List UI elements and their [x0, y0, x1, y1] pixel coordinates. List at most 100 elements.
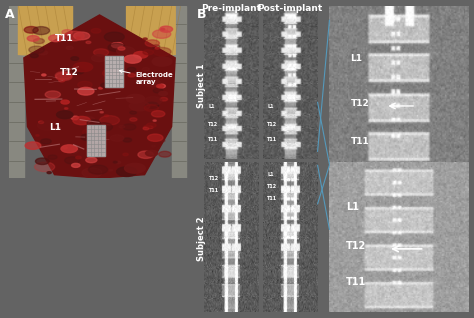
Ellipse shape [111, 42, 123, 48]
Text: L1: L1 [346, 202, 359, 212]
Ellipse shape [76, 156, 81, 159]
Ellipse shape [117, 167, 137, 176]
Ellipse shape [78, 87, 94, 95]
Ellipse shape [142, 68, 149, 71]
Bar [87, 125, 105, 156]
Ellipse shape [62, 30, 72, 35]
Ellipse shape [153, 88, 163, 93]
Ellipse shape [144, 125, 150, 129]
Ellipse shape [156, 85, 164, 88]
Ellipse shape [146, 123, 156, 128]
Ellipse shape [36, 158, 49, 164]
Bar [172, 6, 186, 178]
Ellipse shape [143, 127, 149, 130]
Ellipse shape [59, 79, 65, 82]
Ellipse shape [93, 49, 109, 56]
Ellipse shape [25, 142, 41, 149]
Text: Electrode
array: Electrode array [119, 70, 173, 85]
Text: T12: T12 [267, 122, 278, 127]
Ellipse shape [148, 126, 153, 128]
Text: L1: L1 [267, 172, 274, 176]
Ellipse shape [99, 87, 102, 89]
Text: L1: L1 [267, 104, 274, 109]
Ellipse shape [144, 97, 162, 105]
Ellipse shape [104, 32, 124, 42]
Text: T11: T11 [267, 137, 278, 142]
Ellipse shape [72, 163, 80, 167]
Ellipse shape [100, 111, 103, 113]
Ellipse shape [30, 54, 38, 58]
Text: Post-implant: Post-implant [257, 4, 323, 13]
Ellipse shape [71, 116, 79, 120]
Ellipse shape [138, 73, 144, 76]
Ellipse shape [123, 124, 136, 130]
Ellipse shape [82, 168, 102, 177]
Ellipse shape [73, 32, 90, 40]
Ellipse shape [153, 47, 171, 56]
Ellipse shape [36, 135, 39, 136]
Ellipse shape [27, 36, 39, 41]
Ellipse shape [138, 151, 154, 158]
Ellipse shape [63, 147, 67, 149]
Text: Subject 2: Subject 2 [197, 216, 206, 261]
Ellipse shape [130, 118, 137, 121]
Ellipse shape [29, 46, 45, 53]
Ellipse shape [73, 116, 91, 125]
Ellipse shape [117, 47, 135, 55]
Ellipse shape [91, 55, 106, 62]
Ellipse shape [130, 55, 139, 59]
Ellipse shape [160, 26, 173, 32]
Ellipse shape [33, 27, 50, 35]
Ellipse shape [134, 52, 148, 58]
Text: T12: T12 [350, 99, 369, 108]
Ellipse shape [123, 138, 132, 142]
Text: L1: L1 [49, 123, 61, 132]
Ellipse shape [152, 111, 165, 117]
Ellipse shape [45, 91, 61, 98]
Ellipse shape [86, 41, 91, 44]
Ellipse shape [123, 153, 128, 156]
Ellipse shape [91, 29, 101, 33]
Ellipse shape [159, 91, 167, 96]
Ellipse shape [161, 28, 164, 30]
Text: T11: T11 [267, 196, 278, 201]
Ellipse shape [41, 139, 51, 144]
Text: L1: L1 [350, 54, 363, 63]
Ellipse shape [104, 115, 109, 117]
Ellipse shape [129, 101, 150, 111]
Ellipse shape [159, 151, 171, 157]
Ellipse shape [55, 73, 72, 80]
Bar [9, 6, 24, 178]
Ellipse shape [47, 172, 51, 174]
Ellipse shape [100, 115, 119, 125]
Ellipse shape [56, 111, 73, 119]
Ellipse shape [110, 135, 124, 141]
Ellipse shape [38, 121, 44, 123]
Polygon shape [24, 15, 175, 178]
Ellipse shape [87, 120, 100, 126]
Ellipse shape [110, 71, 122, 76]
Ellipse shape [66, 148, 79, 154]
Ellipse shape [143, 79, 160, 86]
Ellipse shape [71, 57, 79, 60]
Ellipse shape [73, 68, 84, 74]
Text: L1: L1 [208, 104, 215, 109]
Polygon shape [127, 6, 175, 58]
Ellipse shape [24, 26, 38, 33]
Text: B: B [197, 8, 206, 21]
Ellipse shape [103, 69, 121, 78]
Text: T11: T11 [209, 188, 219, 193]
Text: T12: T12 [346, 241, 366, 251]
Ellipse shape [146, 150, 158, 156]
Ellipse shape [160, 97, 168, 101]
Ellipse shape [128, 67, 136, 72]
Ellipse shape [37, 121, 57, 130]
Ellipse shape [78, 81, 92, 88]
Ellipse shape [64, 31, 84, 41]
Ellipse shape [86, 157, 97, 163]
Text: T12: T12 [208, 122, 219, 127]
Text: T12: T12 [267, 183, 278, 189]
Ellipse shape [115, 161, 121, 164]
Text: T11: T11 [346, 277, 366, 287]
Ellipse shape [48, 155, 57, 159]
